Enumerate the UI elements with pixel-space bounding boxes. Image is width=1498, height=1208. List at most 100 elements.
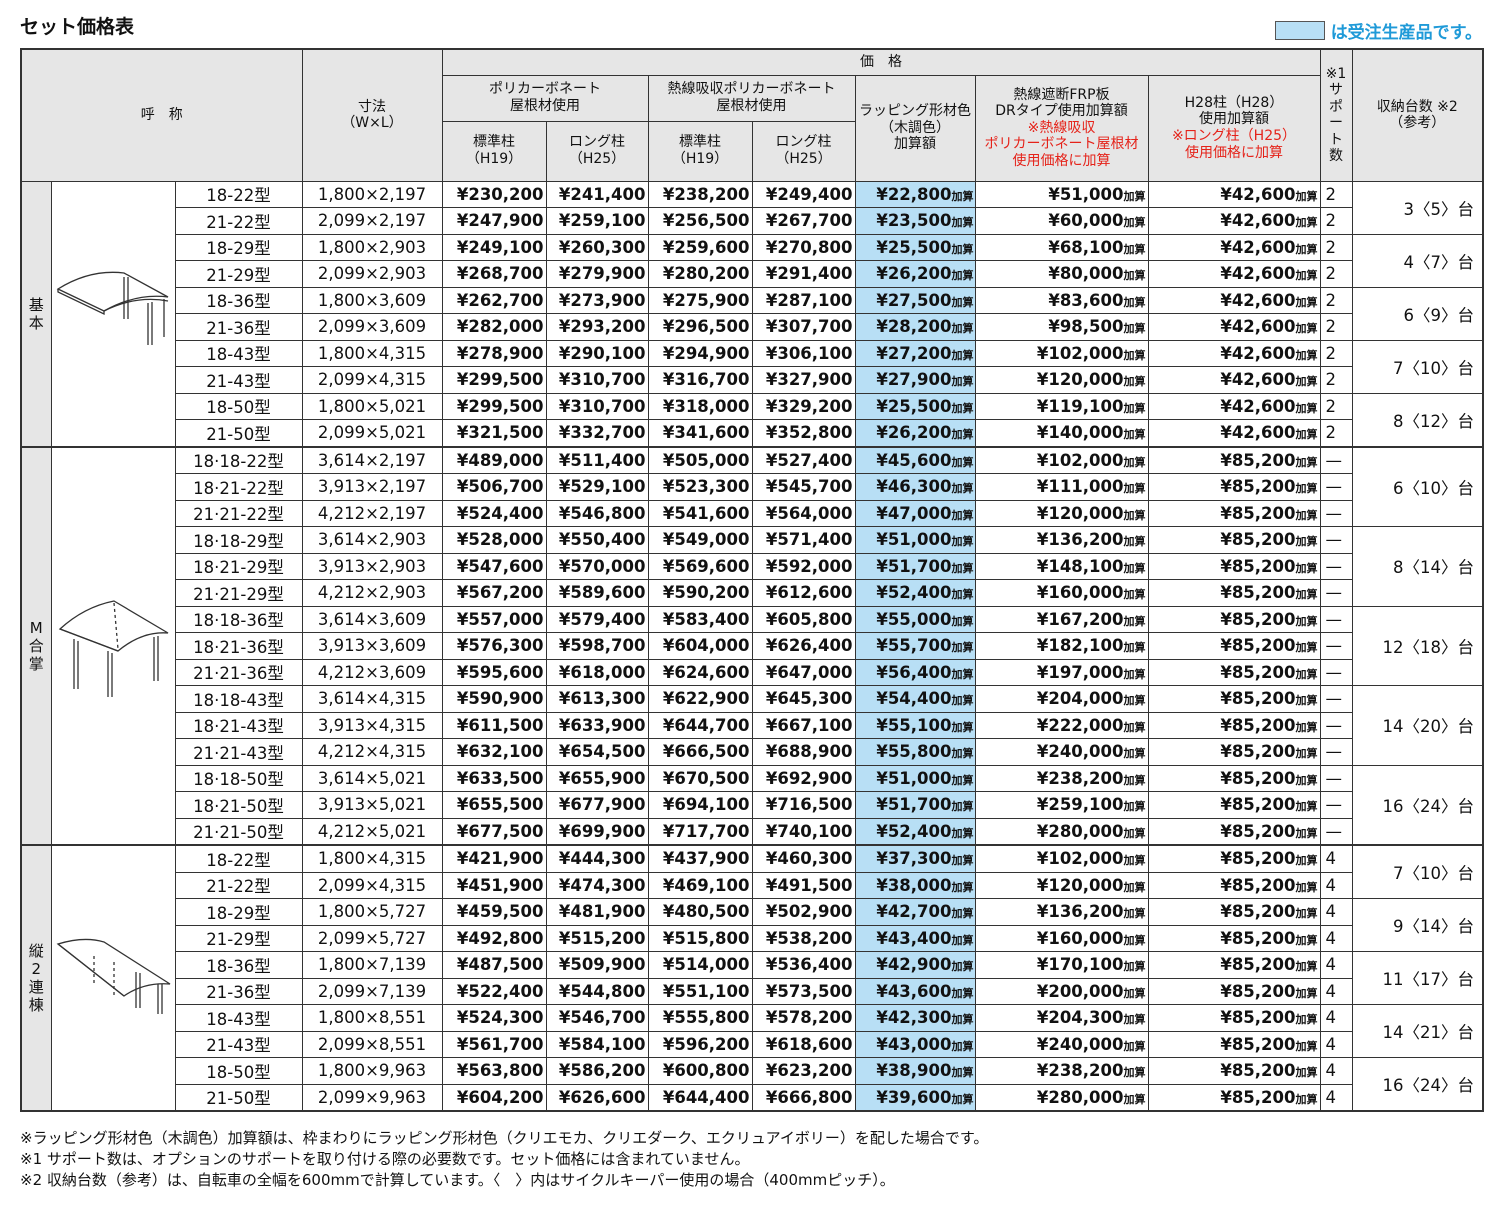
wrap-addon-price: ¥23,500 [876, 211, 952, 231]
wrap-addon-price: ¥51,000 [876, 530, 952, 550]
header-h28: H28柱（H28） 使用加算額 ※ロング柱（H25） 使用価格に加算 [1147, 74, 1321, 182]
wrap-addon-price: ¥45,600 [876, 450, 952, 470]
size-cell: 1,800×4,315 [301, 844, 443, 873]
netsu-long-price: ¥647,000 [751, 658, 856, 686]
support-count: — [1319, 658, 1353, 686]
frp-addon-cell: ¥222,000加算 [974, 711, 1149, 739]
netsu-standard-price: ¥590,200 [647, 579, 753, 607]
poly-long-price: ¥699,900 [545, 817, 649, 846]
add-label: 加算 [1123, 720, 1146, 734]
add-label: 加算 [951, 800, 974, 814]
netsu-standard-price: ¥275,900 [647, 286, 753, 314]
wrap-addon-cell: ¥25,500加算 [854, 392, 976, 420]
poly-standard-price: ¥421,900 [441, 844, 547, 873]
support-count: 4 [1319, 1083, 1353, 1112]
h28-addon-price: ¥42,600 [1220, 184, 1296, 204]
netsu-long-price: ¥645,300 [751, 685, 856, 713]
h28-addon-cell: ¥85,200加算 [1147, 924, 1321, 952]
group-label-char: 棟 [28, 996, 44, 1014]
poly-standard-price: ¥557,000 [441, 605, 547, 633]
poly-long-price: ¥546,700 [545, 1004, 649, 1032]
add-label: 加算 [1123, 216, 1146, 230]
poly-standard-price: ¥299,500 [441, 366, 547, 394]
netsu-long-price: ¥536,400 [751, 951, 856, 979]
size-cell: 3,614×3,609 [301, 605, 443, 633]
header-frp: 熱線遮断FRP板 DRタイプ使用加算額 ※熱線吸収 ポリカーボネート屋根材 使用価格に加… [974, 74, 1149, 182]
size-cell: 3,913×2,197 [301, 473, 443, 501]
add-label: 加算 [1123, 535, 1146, 549]
size-cell: 2,099×4,315 [301, 871, 443, 899]
poly-standard-price: ¥262,700 [441, 286, 547, 314]
wrap-addon-cell: ¥27,900加算 [854, 366, 976, 394]
frp-addon-price: ¥102,000 [1036, 450, 1124, 470]
add-label: 加算 [1295, 641, 1318, 655]
h28-addon-cell: ¥42,600加算 [1147, 233, 1321, 261]
model-name: 18·18-50型 [174, 764, 303, 792]
add-label: 加算 [951, 348, 974, 362]
wrap-addon-price: ¥51,700 [876, 795, 952, 815]
poly-long-price: ¥584,100 [545, 1030, 649, 1058]
poly-long-price: ¥613,300 [545, 685, 649, 713]
frp-addon-cell: ¥102,000加算 [974, 339, 1149, 367]
netsu-standard-price: ¥341,600 [647, 419, 753, 447]
support-count: — [1319, 552, 1353, 580]
poly-long-price: ¥586,200 [545, 1057, 649, 1085]
h28-addon-cell: ¥85,200加算 [1147, 738, 1321, 766]
h28-addon-price: ¥85,200 [1220, 477, 1296, 497]
model-name: 18-43型 [174, 1004, 303, 1032]
model-name: 18-22型 [174, 180, 303, 208]
h28-addon-price: ¥85,200 [1220, 955, 1296, 975]
group-label-char: 2 [31, 960, 42, 978]
wrap-addon-price: ¥38,900 [876, 1061, 952, 1081]
wrap-addon-cell: ¥25,500加算 [854, 233, 976, 261]
size-cell: 1,800×4,315 [301, 339, 443, 367]
size-cell: 1,800×5,021 [301, 392, 443, 420]
model-name: 18-50型 [174, 1057, 303, 1085]
h28-addon-cell: ¥85,200加算 [1147, 951, 1321, 979]
poly-standard-price: ¥563,800 [441, 1057, 547, 1085]
h28-addon-cell: ¥42,600加算 [1147, 366, 1321, 394]
netsu-long-price: ¥249,400 [751, 180, 856, 208]
model-name: 21-29型 [174, 924, 303, 952]
add-label: 加算 [1295, 269, 1318, 283]
netsu-long-price: ¥267,700 [751, 207, 856, 235]
add-label: 加算 [951, 694, 974, 708]
legend: は受注生産品です。 [1274, 18, 1482, 43]
h28-addon-price: ¥85,200 [1220, 928, 1296, 948]
poly-long-price: ¥515,200 [545, 924, 649, 952]
model-name: 21·21-36型 [174, 658, 303, 686]
table-row: 18-36型 1,800×3,609 ¥262,700 ¥273,900 ¥275,90… [21, 286, 1484, 341]
wrap-addon-price: ¥27,500 [876, 290, 952, 310]
support-count: — [1319, 526, 1353, 554]
netsu-standard-price: ¥551,100 [647, 977, 753, 1005]
h28-addon-price: ¥85,200 [1220, 1008, 1296, 1028]
capacity-cell: 3〈5〉台 [1351, 180, 1484, 235]
poly-long-price: ¥481,900 [545, 898, 649, 926]
add-label: 加算 [1295, 482, 1318, 496]
add-label: 加算 [1123, 880, 1146, 894]
poly-standard-price: ¥567,200 [441, 579, 547, 607]
h28-addon-price: ¥85,200 [1220, 981, 1296, 1001]
netsu-standard-price: ¥549,000 [647, 526, 753, 554]
model-name: 18·21-43型 [174, 711, 303, 739]
wrap-addon-cell: ¥55,100加算 [854, 711, 976, 739]
capacity-cell: 6〈9〉台 [1351, 286, 1484, 341]
netsu-standard-price: ¥604,000 [647, 632, 753, 660]
table-row: 21·21-22型 4,212×2,197 ¥524,400 ¥546,800 ¥541… [21, 499, 1483, 527]
h28-addon-cell: ¥85,200加算 [1147, 605, 1321, 633]
frp-addon-price: ¥280,000 [1036, 1087, 1124, 1107]
frp-addon-cell: ¥160,000加算 [974, 579, 1149, 607]
h28-addon-price: ¥85,200 [1220, 583, 1296, 603]
h28-addon-cell: ¥85,200加算 [1147, 844, 1321, 873]
frp-addon-price: ¥240,000 [1036, 1034, 1124, 1054]
netsu-standard-price: ¥514,000 [647, 951, 753, 979]
wrap-addon-cell: ¥51,700加算 [854, 552, 976, 580]
frp-addon-cell: ¥120,000加算 [974, 871, 1149, 899]
group-label-char: M [29, 618, 43, 637]
table-body: 基本 18-22型 1,800×2,197 ¥230,200 ¥241,400 ¥238,… [20, 180, 1484, 1112]
wrap-addon-price: ¥27,200 [876, 343, 952, 363]
capacity-cell: 9〈14〉台 [1351, 898, 1484, 952]
netsu-long-price: ¥564,000 [751, 499, 856, 527]
wrap-addon-price: ¥28,200 [876, 317, 952, 337]
add-label: 加算 [1123, 960, 1146, 974]
